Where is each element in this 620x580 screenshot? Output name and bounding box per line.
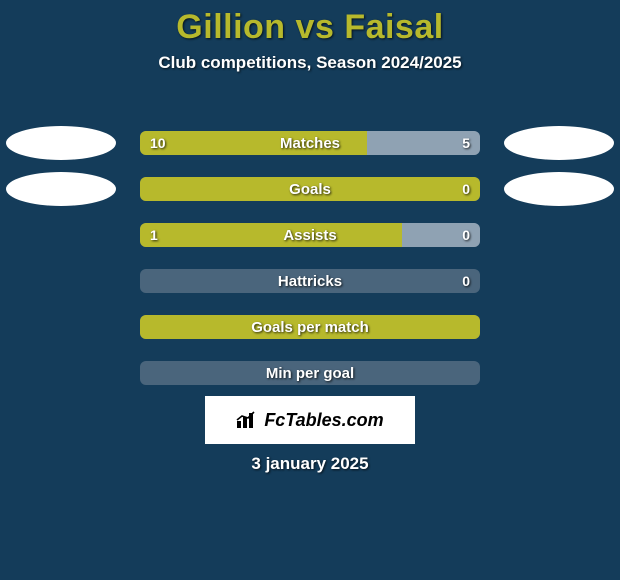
comparison-chart: 105Matches 0Goals 10Assists 0Hattricks Goals… bbox=[0, 120, 620, 396]
stat-label: Hattricks bbox=[140, 269, 480, 293]
subtitle: Club competitions, Season 2024/2025 bbox=[0, 53, 620, 73]
branding-text: FcTables.com bbox=[264, 410, 383, 431]
stat-row: 0Hattricks bbox=[0, 258, 620, 304]
stat-row: Goals per match bbox=[0, 304, 620, 350]
player1-avatar bbox=[6, 172, 116, 206]
bar-left bbox=[140, 177, 480, 201]
vs-text: vs bbox=[296, 8, 335, 46]
player2-avatar bbox=[504, 126, 614, 160]
bar-left bbox=[140, 223, 402, 247]
chart-icon bbox=[236, 411, 258, 429]
bar-track: 0Goals bbox=[140, 177, 480, 201]
footer-date: 3 january 2025 bbox=[0, 454, 620, 474]
player1-avatar bbox=[6, 126, 116, 160]
stat-row: Min per goal bbox=[0, 350, 620, 396]
bar-right bbox=[402, 223, 480, 247]
bar-track: 105Matches bbox=[140, 131, 480, 155]
stat-row: 10Assists bbox=[0, 212, 620, 258]
player2-name: Faisal bbox=[344, 8, 443, 46]
player1-name: Gillion bbox=[176, 8, 285, 46]
stat-row: 105Matches bbox=[0, 120, 620, 166]
bar-right bbox=[367, 131, 480, 155]
bar-left bbox=[140, 315, 480, 339]
stat-row: 0Goals bbox=[0, 166, 620, 212]
bar-track: Min per goal bbox=[140, 361, 480, 385]
bar-track: Goals per match bbox=[140, 315, 480, 339]
bar-track: 0Hattricks bbox=[140, 269, 480, 293]
player2-avatar bbox=[504, 172, 614, 206]
page-title: Gillion vs Faisal bbox=[0, 8, 620, 47]
right-value: 0 bbox=[452, 269, 480, 293]
bar-track: 10Assists bbox=[140, 223, 480, 247]
stat-label: Min per goal bbox=[140, 361, 480, 385]
comparison-card: Gillion vs Faisal Club competitions, Sea… bbox=[0, 0, 620, 580]
branding-badge[interactable]: FcTables.com bbox=[205, 396, 415, 444]
bar-left bbox=[140, 131, 367, 155]
